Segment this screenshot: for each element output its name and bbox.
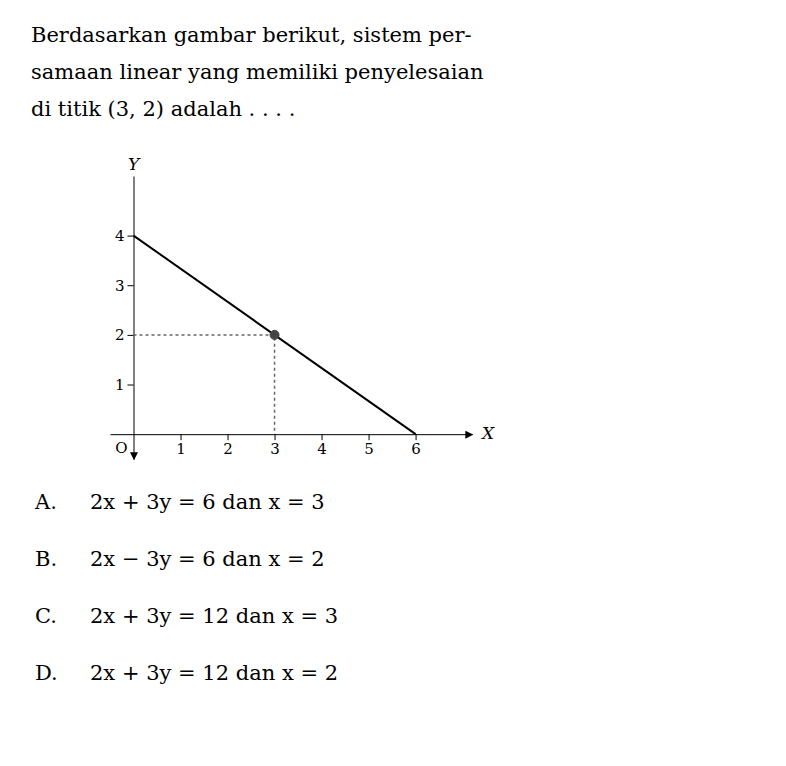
x-tick-label: 1 <box>176 440 186 458</box>
chart: Berdasarkan gambar berikut, sistem per-s… <box>0 0 786 766</box>
y-axis: 1 2 3 4 <box>115 177 134 460</box>
y-axis-label: Y <box>128 154 141 174</box>
choice-text: 2x − 3y = 6 dan x = 2 <box>90 547 325 571</box>
data-point <box>270 330 279 339</box>
x-tick: 4 <box>317 434 327 458</box>
x-tick: 5 <box>364 434 374 458</box>
x-tick-label: 3 <box>270 440 280 458</box>
title-line: Berdasarkan gambar berikut, sistem per- <box>31 23 472 47</box>
y-tick-label: 4 <box>115 227 125 245</box>
choices: A. 2x + 3y = 6 dan x = 3 B. 2x − 3y = 6 dan… <box>34 490 338 685</box>
choice-text: 2x + 3y = 12 dan x = 2 <box>90 661 338 685</box>
title-line: samaan linear yang memiliki penyelesaian <box>31 60 484 84</box>
x-tick: 1 <box>176 434 186 458</box>
x-axis: 1 2 3 4 5 6 <box>111 434 473 458</box>
title: Berdasarkan gambar berikut, sistem per-s… <box>31 23 484 121</box>
x-tick-label: 2 <box>223 440 233 458</box>
y-axis-line <box>134 177 135 460</box>
y-tick-mark <box>128 236 134 237</box>
x-tick-label: 6 <box>411 440 421 458</box>
y-tick-mark <box>128 285 134 286</box>
guide-line <box>134 335 275 434</box>
choice-label: B. <box>35 547 57 571</box>
x-axis-label: X <box>480 423 495 443</box>
y-tick-label: 1 <box>115 376 125 394</box>
title-line: di titik (3, 2) adalah . . . . <box>31 97 295 121</box>
x-tick-label: 4 <box>317 440 327 458</box>
y-tick: 3 <box>115 277 134 295</box>
y-tick-mark <box>128 385 134 386</box>
x-tick-label: 5 <box>364 440 374 458</box>
x-tick: 6 <box>411 434 421 458</box>
choice-text: 2x + 3y = 12 dan x = 3 <box>90 604 338 628</box>
choice-text: 2x + 3y = 6 dan x = 3 <box>90 490 325 514</box>
y-tick-label: 2 <box>115 326 125 344</box>
plot-marks <box>134 236 416 435</box>
choice-label: C. <box>35 604 57 628</box>
y-tick: 2 <box>115 326 134 344</box>
y-tick-label: 3 <box>115 277 125 295</box>
origin-label: O <box>115 439 127 457</box>
choice-label: A. <box>34 490 57 514</box>
choice-label: D. <box>35 661 58 685</box>
data-line <box>134 236 416 435</box>
x-tick: 2 <box>223 434 233 458</box>
y-tick: 4 <box>115 227 134 245</box>
x-axis-line <box>111 434 473 435</box>
y-tick-mark <box>128 335 134 336</box>
x-tick: 3 <box>270 434 280 458</box>
y-tick: 1 <box>115 376 134 394</box>
